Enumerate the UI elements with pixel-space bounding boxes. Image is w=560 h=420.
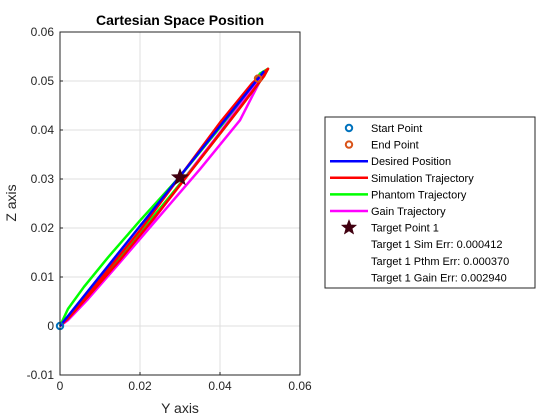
- axes-background: [60, 32, 300, 375]
- target-point-1-marker: [170, 167, 190, 186]
- legend-6-star-swatch: [340, 218, 358, 235]
- legend-2-label: Desired Position: [371, 156, 451, 168]
- x-tick-label: 0.02: [128, 379, 152, 393]
- legend-7-label: Target 1 Sim Err: 0.000412: [371, 239, 502, 251]
- legend-6-label: Target Point 1: [371, 223, 439, 235]
- legend-0-circle-swatch: [344, 123, 354, 133]
- y-tick-label: 0.04: [31, 123, 55, 137]
- legend-5-label: Gain Trajectory: [371, 206, 446, 218]
- legend-0-label: Start Point: [371, 123, 422, 135]
- legend-9-label: Target 1 Gain Err: 0.002940: [371, 272, 507, 284]
- legend-1-circle-swatch: [344, 140, 354, 149]
- legend-box: [324, 116, 536, 289]
- x-axis-label: Y axis: [161, 400, 199, 416]
- y-tick-label: 0.02: [31, 221, 55, 235]
- x-tick-label: 0.04: [208, 379, 232, 393]
- series-desired-position: [59, 70, 265, 327]
- y-tick-label: -0.01: [27, 368, 55, 382]
- y-tick-label: 0.05: [31, 74, 55, 88]
- axes-box: [59, 31, 301, 376]
- chart-title: Cartesian Space Position: [96, 12, 264, 28]
- legend-8-label: Target 1 Pthm Err: 0.000370: [371, 256, 509, 268]
- y-tick-label: 0.03: [31, 172, 55, 186]
- series-simulation-trajectory: [59, 67, 270, 327]
- y-tick-label: 0.01: [31, 270, 55, 284]
- y-tick-label: 0.06: [31, 25, 55, 39]
- legend: Start Point End Point Desired Position Simu…: [324, 116, 536, 289]
- x-tick-label: 0.06: [288, 379, 312, 393]
- plot-area: 0 0.02 0.04 0.06-0.0100.010.020.030.040.050…: [27, 25, 312, 393]
- y-tick-label: 0: [47, 319, 54, 333]
- x-tick-label: 0: [57, 379, 64, 393]
- legend-1-label: End Point: [371, 140, 419, 152]
- end-point-marker: [253, 74, 263, 83]
- y-axis-label: Z axis: [3, 184, 19, 221]
- legend-3-label: Simulation Trajectory: [371, 173, 474, 185]
- legend-4-label: Phantom Trajectory: [371, 189, 467, 201]
